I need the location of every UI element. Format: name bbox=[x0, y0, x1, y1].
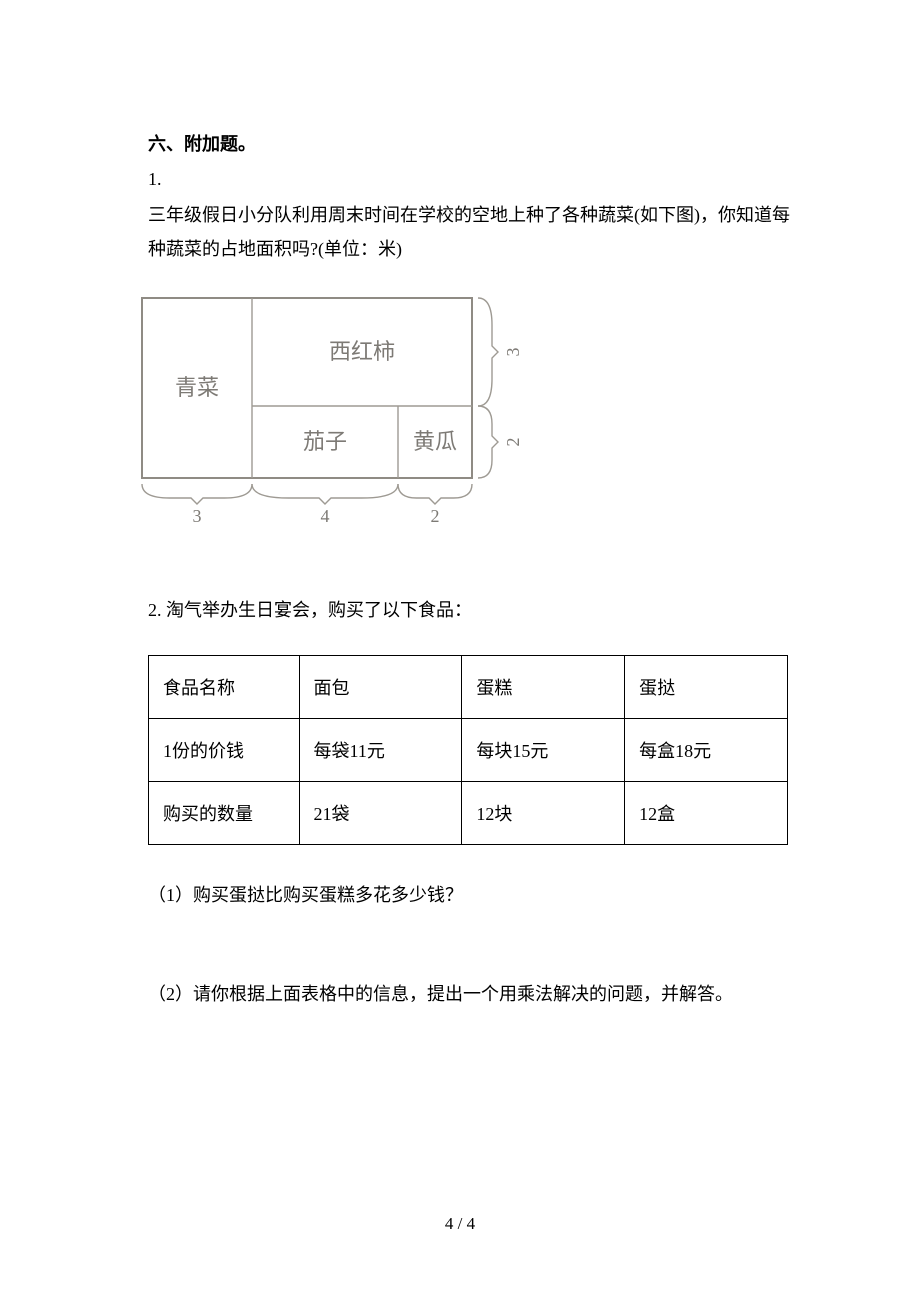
table-cell: 每块15元 bbox=[462, 719, 625, 782]
svg-text:2: 2 bbox=[503, 437, 523, 446]
q1-number: 1. bbox=[148, 165, 790, 194]
table-cell: 1份的价钱 bbox=[149, 719, 300, 782]
table-cell: 食品名称 bbox=[149, 656, 300, 719]
svg-text:青菜: 青菜 bbox=[175, 375, 219, 400]
svg-text:2: 2 bbox=[431, 506, 440, 526]
svg-text:3: 3 bbox=[193, 506, 202, 526]
table-cell: 每盒18元 bbox=[625, 719, 788, 782]
vegetable-plot-diagram: 青菜 西红柿茄子 黄瓜 3 4 2 3 2 bbox=[136, 292, 556, 548]
svg-text:西红柿: 西红柿 bbox=[329, 339, 395, 364]
svg-text:3: 3 bbox=[503, 347, 523, 356]
q2-number-text: 2. 淘气举办生日宴会，购买了以下食品： bbox=[148, 593, 790, 627]
q2-sub2: （2）请你根据上面表格中的信息，提出一个用乘法解决的问题，并解答。 bbox=[148, 978, 790, 1010]
q1-text: 三年级假日小分队利用周末时间在学校的空地上种了各种蔬菜(如下图)，你知道每种蔬菜… bbox=[148, 198, 790, 266]
table-cell: 蛋糕 bbox=[462, 656, 625, 719]
svg-text:黄瓜: 黄瓜 bbox=[413, 429, 457, 454]
table-row: 1份的价钱 每袋11元 每块15元 每盒18元 bbox=[149, 719, 788, 782]
section-title: 六、附加题。 bbox=[148, 130, 790, 159]
table-cell: 21袋 bbox=[299, 782, 462, 845]
foods-table: 食品名称 面包 蛋糕 蛋挞 1份的价钱 每袋11元 每块15元 每盒18元 购买… bbox=[148, 655, 788, 845]
table-row: 购买的数量 21袋 12块 12盒 bbox=[149, 782, 788, 845]
svg-text:4: 4 bbox=[321, 506, 330, 526]
q1-diagram: 青菜 西红柿茄子 黄瓜 3 4 2 3 2 bbox=[136, 292, 790, 553]
table-cell: 面包 bbox=[299, 656, 462, 719]
svg-text:茄子: 茄子 bbox=[303, 429, 347, 454]
table-cell: 12盒 bbox=[625, 782, 788, 845]
table-cell: 12块 bbox=[462, 782, 625, 845]
table-header-row: 食品名称 面包 蛋糕 蛋挞 bbox=[149, 656, 788, 719]
table-cell: 蛋挞 bbox=[625, 656, 788, 719]
table-cell: 每袋11元 bbox=[299, 719, 462, 782]
table-cell: 购买的数量 bbox=[149, 782, 300, 845]
q2-sub1: （1）购买蛋挞比购买蛋糕多花多少钱？ bbox=[148, 879, 790, 911]
page-number: 4 / 4 bbox=[0, 1214, 920, 1234]
